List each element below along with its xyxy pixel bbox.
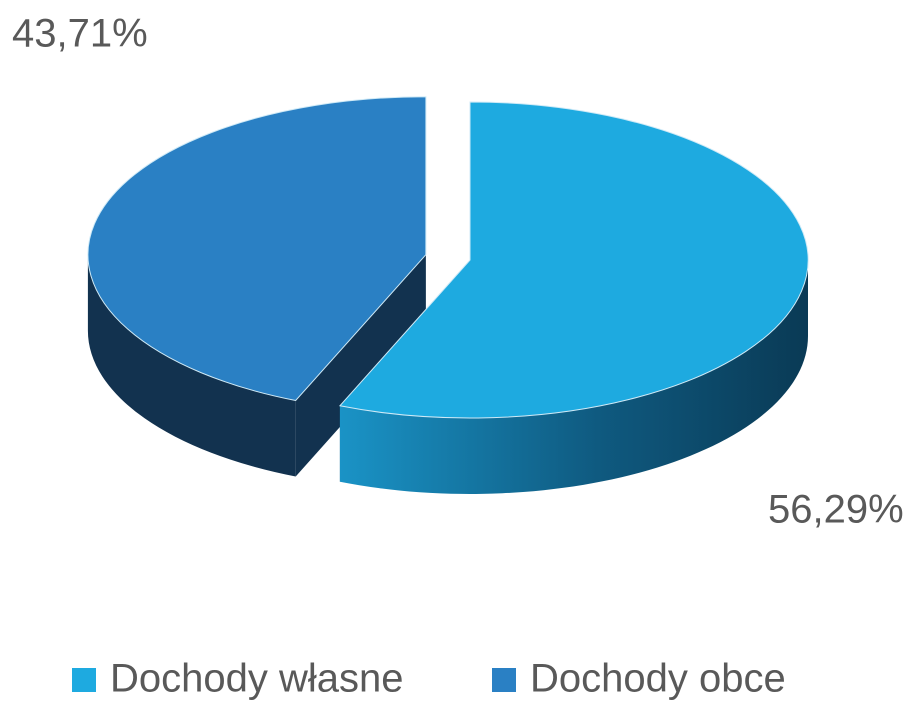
legend-swatch (492, 668, 516, 692)
legend-label: Dochody własne (110, 657, 404, 701)
slice-wall (295, 254, 426, 477)
slice (87, 96, 427, 402)
slice-side (87, 254, 296, 477)
data-label: 56,29% (768, 488, 904, 532)
legend-label: Dochody obce (530, 657, 786, 701)
slice (338, 101, 809, 419)
legend-swatch (72, 668, 96, 692)
slice-side (339, 260, 808, 494)
data-label: 43,71% (12, 12, 148, 56)
